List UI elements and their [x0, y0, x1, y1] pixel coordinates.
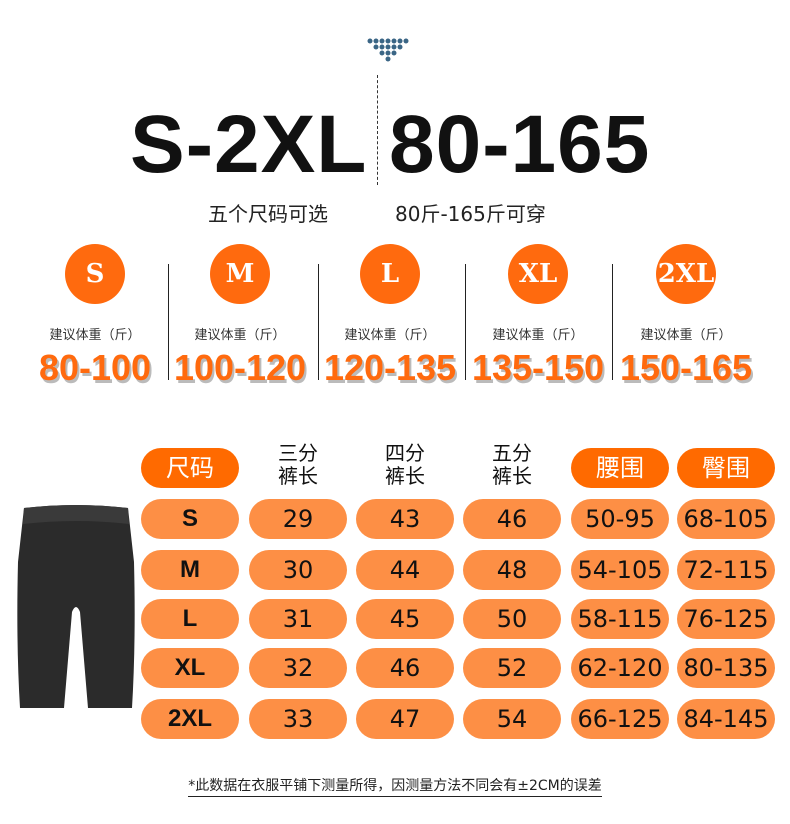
table-cell: 72-115: [677, 550, 775, 590]
weight-value: 80-100: [38, 347, 152, 388]
dot: [403, 38, 409, 44]
table-cell: 54: [463, 699, 561, 739]
footnote: *此数据在衣服平铺下测量所得，因测量方法不同会有±2CM的误差: [0, 775, 790, 797]
dot: [385, 38, 391, 44]
dot: [367, 38, 373, 44]
table-header: 臀围: [677, 448, 775, 488]
size-column-m: M 建议体重（斤） 100-120: [170, 244, 310, 389]
header-line: 四分: [385, 441, 425, 465]
dot: [373, 44, 379, 50]
column-divider: [612, 264, 613, 380]
table-cell: 50: [463, 599, 561, 639]
table-cell: 46: [356, 648, 454, 688]
dot: [391, 44, 397, 50]
dot: [391, 50, 397, 56]
header-line: 裤长: [385, 464, 425, 488]
size-column-2xl: 2XL 建议体重（斤） 150-165: [616, 244, 756, 389]
column-divider: [168, 264, 169, 380]
weight-label: 建议体重（斤）: [194, 328, 286, 343]
table-cell: 32: [249, 648, 347, 688]
weight-value: 135-150: [471, 347, 605, 388]
header-line: 五分: [492, 441, 532, 465]
size-cell: 2XL: [141, 699, 239, 739]
table-cell: 47: [356, 699, 454, 739]
shorts-image: [17, 505, 135, 708]
size-cell: S: [141, 499, 239, 539]
size-range-title: S-2XL: [130, 99, 368, 190]
table-cell: 50-95: [571, 499, 669, 539]
table-cell: 52: [463, 648, 561, 688]
size-cell: XL: [141, 648, 239, 688]
table-cell: 80-135: [677, 648, 775, 688]
dot: [385, 56, 391, 62]
dot: [391, 38, 397, 44]
table-cell: 48: [463, 550, 561, 590]
weight-value: 150-165: [619, 347, 753, 388]
weight-label: 建议体重（斤）: [492, 328, 584, 343]
table-cell: 46: [463, 499, 561, 539]
table-cell: 66-125: [571, 699, 669, 739]
table-cell: 31: [249, 599, 347, 639]
dot: [379, 38, 385, 44]
title-divider: [377, 75, 378, 185]
weight-label: 建议体重（斤）: [344, 328, 436, 343]
weight-range-title: 80-165: [389, 99, 651, 190]
table-cell: 62-120: [571, 648, 669, 688]
table-header: 腰围: [571, 448, 669, 488]
table-cell: 44: [356, 550, 454, 590]
table-cell: 43: [356, 499, 454, 539]
table-cell: 58-115: [571, 599, 669, 639]
size-cell: M: [141, 550, 239, 590]
size-badge: M: [210, 244, 270, 304]
weight-value: 100-120: [173, 347, 307, 388]
table-cell: 84-145: [677, 699, 775, 739]
weight-caption: 80斤-165斤可穿: [395, 202, 546, 226]
header-line: 裤长: [492, 464, 532, 488]
table-header: 尺码: [141, 448, 239, 488]
dot: [385, 50, 391, 56]
table-cell: 29: [249, 499, 347, 539]
size-column-s: S 建议体重（斤） 80-100: [25, 244, 165, 389]
weight-value: 120-135: [323, 347, 457, 388]
column-divider: [465, 264, 466, 380]
size-badge: L: [360, 244, 420, 304]
table-cell: 30: [249, 550, 347, 590]
size-badge: S: [65, 244, 125, 304]
table-cell: 54-105: [571, 550, 669, 590]
weight-label: 建议体重（斤）: [49, 328, 141, 343]
table-cell: 68-105: [677, 499, 775, 539]
dot: [397, 44, 403, 50]
dots-triangle-icon: [367, 38, 409, 62]
size-badge: 2XL: [656, 244, 716, 304]
dot: [379, 44, 385, 50]
table-header: 四分 裤长: [356, 442, 454, 488]
dot: [385, 44, 391, 50]
size-column-l: L 建议体重（斤） 120-135: [320, 244, 460, 389]
table-cell: 76-125: [677, 599, 775, 639]
table-cell: 33: [249, 699, 347, 739]
weight-label: 建议体重（斤）: [640, 328, 732, 343]
header-line: 裤长: [278, 464, 318, 488]
size-badge: XL: [508, 244, 568, 304]
header-line: 三分: [278, 441, 318, 465]
dot: [379, 50, 385, 56]
column-divider: [318, 264, 319, 380]
table-header: 五分 裤长: [463, 442, 561, 488]
dot: [373, 38, 379, 44]
sizes-caption: 五个尺码可选: [208, 202, 328, 226]
dot: [397, 38, 403, 44]
size-column-xl: XL 建议体重（斤） 135-150: [468, 244, 608, 389]
table-cell: 45: [356, 599, 454, 639]
size-cell: L: [141, 599, 239, 639]
table-header: 三分 裤长: [249, 442, 347, 488]
